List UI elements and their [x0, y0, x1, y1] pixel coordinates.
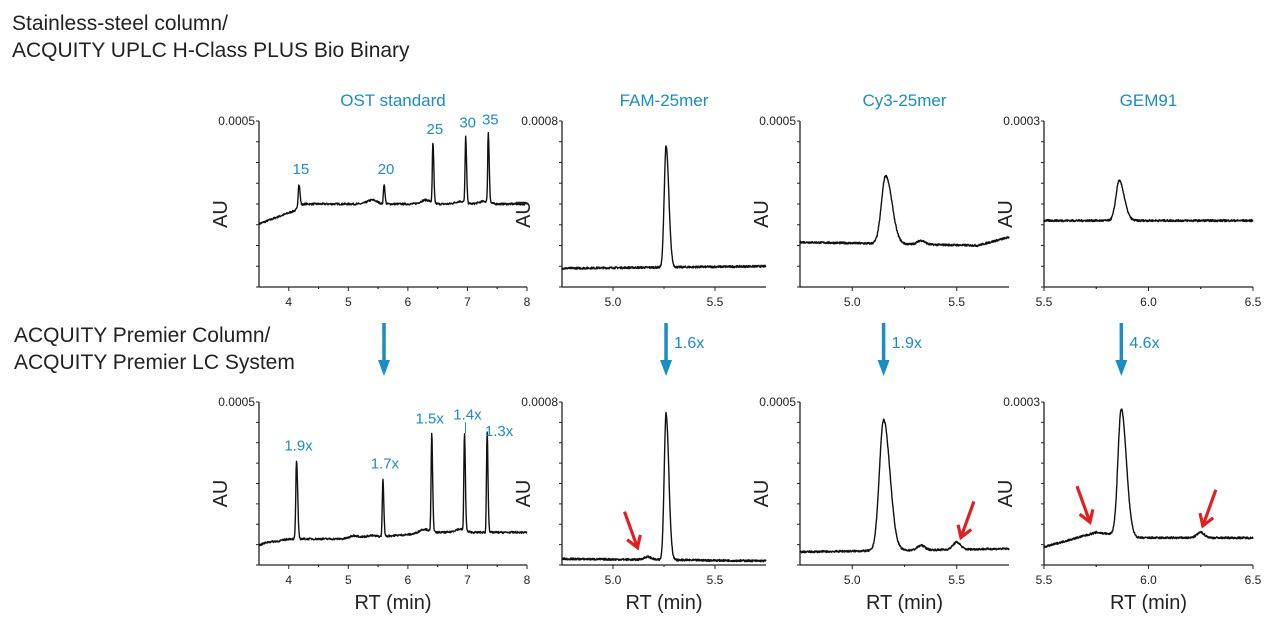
y-top-label: 0.0005 [759, 395, 796, 409]
ost-transition-arrow-head [378, 360, 390, 376]
panel-ost-bottom: 4 5 6 7 8 0.0005 AU RT (min) 1.9x 1.7x 1.5x 1.4x1.3… [210, 395, 531, 614]
x-tick-label: 5.0 [605, 573, 622, 587]
panel-fam-top: FAM-25mer 5.0 5.5 0.0008 AU [513, 91, 767, 309]
peak-label: 1.3x [485, 423, 514, 440]
impurity-arrow-shaft [1201, 489, 1218, 527]
x-tick-label: 7 [464, 295, 471, 309]
y-top-label: 0.0003 [1003, 114, 1040, 128]
y-top-label: 0.0005 [759, 114, 796, 128]
y-axis-label: AU [995, 200, 1017, 228]
y-top-label: 0.0003 [1003, 395, 1040, 409]
peak-label: 1.5x [416, 411, 445, 428]
x-tick-label: 4 [285, 295, 292, 309]
row-title-premier-line1: ACQUITY Premier Column/ [14, 324, 271, 347]
x-axis-label: RT (min) [1110, 592, 1187, 614]
row-title-stainless-line1: Stainless-steel column/ [12, 12, 228, 35]
y-top-label: 0.0005 [218, 114, 255, 128]
fold-change-label: 1.9x [892, 335, 922, 352]
peak-label: 20 [378, 161, 395, 178]
x-tick-label: 4 [285, 573, 292, 587]
chromatogram-trace [258, 132, 528, 226]
y-top-label: 0.0008 [521, 114, 558, 128]
x-axis-label: RT (min) [625, 592, 702, 614]
impurity-arrow-shaft [959, 500, 976, 538]
impurity-arrow-shaft [622, 511, 639, 549]
row-title-premier-line2: ACQUITY Premier LC System [14, 351, 295, 374]
panel-cy3-bottom: 5.0 5.5 0.0005 AU RT (min) 1.9x [751, 323, 1010, 614]
chromatogram-trace [799, 174, 1010, 248]
chromatogram-trace [561, 145, 767, 270]
x-tick-label: 5.0 [605, 295, 622, 309]
fold-arrow-head [660, 360, 673, 376]
x-tick-label: 6 [405, 295, 412, 309]
peak-label: 15 [293, 161, 310, 178]
x-tick-label: 6 [405, 573, 412, 587]
y-axis-label: AU [995, 480, 1017, 508]
x-axis-label: RT (min) [866, 592, 943, 614]
panel-title: Cy3-25mer [862, 91, 946, 110]
x-tick-label: 5 [345, 295, 352, 309]
y-top-label: 0.0008 [521, 395, 558, 409]
chromatogram-trace [1043, 408, 1254, 548]
row-title-stainless: Stainless-steel column/ ACQUITY UPLC H-C… [12, 10, 410, 64]
fold-arrow-head [1115, 360, 1128, 376]
panel-cy3-top: Cy3-25mer 5.0 5.5 0.0005 AU [751, 91, 1010, 309]
fold-arrow-head [877, 360, 890, 376]
x-tick-label: 5.5 [1036, 295, 1053, 309]
impurity-arrow-shaft [1075, 485, 1092, 523]
x-tick-label: 7 [464, 573, 471, 587]
impurity-arrow-head [1078, 509, 1095, 525]
peak-label: 1.9x [284, 438, 313, 455]
panel-gem91-bottom: 5.5 6.0 6.5 0.0003 AU RT (min) 4.6x [995, 323, 1262, 614]
fold-change-label: 4.6x [1129, 335, 1159, 352]
y-axis-label: AU [751, 200, 773, 228]
x-tick-label: 6.0 [1140, 573, 1157, 587]
x-tick-label: 5.5 [1036, 573, 1053, 587]
x-tick-label: 8 [524, 573, 531, 587]
y-axis-label: AU [210, 480, 232, 508]
y-axis-label: AU [513, 200, 535, 228]
x-tick-label: 6.5 [1245, 573, 1262, 587]
peak-label: 35 [482, 111, 499, 128]
panel-title: OST standard [340, 91, 446, 110]
peak-label: 1.4x [453, 406, 482, 423]
chromatogram-trace [561, 411, 767, 563]
x-tick-label: 5 [345, 573, 352, 587]
chromatogram-trace [799, 418, 1010, 554]
panel-fam-bottom: 5.0 5.5 0.0008 AU RT (min) 1.6x [513, 323, 767, 614]
x-tick-label: 5.5 [707, 573, 724, 587]
x-tick-label: 5.5 [948, 573, 965, 587]
impurity-arrow-head [956, 524, 973, 541]
x-tick-label: 6.5 [1245, 295, 1262, 309]
peak-label: 1.7x [371, 456, 400, 473]
fold-change-label: 1.6x [674, 335, 704, 352]
impurity-arrow-head [626, 534, 642, 551]
y-axis-label: AU [210, 200, 232, 228]
peak-label: 25 [427, 121, 444, 138]
panel-title: FAM-25mer [620, 91, 709, 110]
y-top-label: 0.0005 [218, 395, 255, 409]
x-tick-label: 5.5 [948, 295, 965, 309]
x-tick-label: 5.5 [707, 295, 724, 309]
chromatogram-trace [1043, 179, 1254, 223]
row-title-premier: ACQUITY Premier Column/ ACQUITY Premier … [14, 322, 295, 376]
x-tick-label: 8 [524, 295, 531, 309]
x-axis-label: RT (min) [354, 592, 431, 614]
x-tick-label: 6.0 [1140, 295, 1157, 309]
chromatogram-trace [258, 431, 528, 547]
x-tick-label: 5.0 [844, 573, 861, 587]
y-axis-label: AU [513, 480, 535, 508]
panel-gem91-top: GEM91 5.5 6.0 6.5 0.0003 AU [995, 91, 1262, 309]
row-title-stainless-line2: ACQUITY UPLC H-Class PLUS Bio Binary [12, 39, 410, 62]
panel-title: GEM91 [1120, 91, 1178, 110]
peak-label: 30 [459, 115, 476, 132]
panel-ost-top: OST standard 4 5 6 7 8 0.0005 AU 15 20 25 30 35 [210, 91, 531, 309]
x-tick-label: 5.0 [844, 295, 861, 309]
impurity-arrow-head [1198, 512, 1215, 529]
y-axis-label: AU [751, 480, 773, 508]
